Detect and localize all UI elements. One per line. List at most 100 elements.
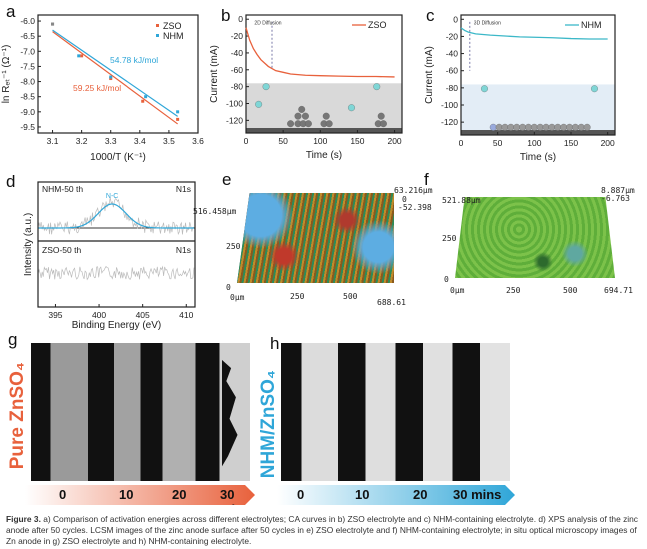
h-time-20: 20 bbox=[413, 487, 428, 502]
f-y0: 0 bbox=[444, 275, 449, 284]
g-time-10: 10 bbox=[119, 487, 134, 502]
subplot-tag-zso: N1s bbox=[176, 245, 191, 255]
zinc-deposit-sphere bbox=[560, 123, 568, 131]
zinc-ion-sphere bbox=[481, 85, 488, 93]
x-tick-label: 100 bbox=[527, 138, 541, 148]
zinc-deposit-sphere bbox=[525, 123, 532, 131]
zinc-deposit-sphere bbox=[322, 112, 330, 120]
data-point-zso bbox=[141, 99, 145, 103]
data-point-zso bbox=[80, 54, 84, 58]
legend-label-nhm: NHM bbox=[581, 20, 602, 30]
panel-label-a: a bbox=[6, 2, 16, 21]
zinc-deposit-sphere bbox=[507, 123, 515, 131]
zinc-deposit-sphere bbox=[379, 120, 387, 128]
legend-marker-zso bbox=[156, 24, 159, 27]
h-time-10: 10 bbox=[355, 487, 370, 502]
g-time-arrow: 0 10 20 30 mins bbox=[25, 485, 255, 505]
x-tick-label: 0 bbox=[244, 136, 249, 146]
e-y0: 0 bbox=[226, 283, 231, 292]
peak-label: N-C bbox=[106, 193, 118, 200]
y-tick-label: -8.0 bbox=[20, 77, 35, 87]
e-x0: 0μm bbox=[230, 293, 245, 302]
fit-line-nhm bbox=[52, 29, 178, 117]
e-z-zero: 0 bbox=[402, 195, 407, 204]
subplot-label-zso: ZSO-50 th bbox=[42, 245, 81, 255]
panel-label-e: e bbox=[222, 170, 232, 189]
y-tick-label: -40 bbox=[446, 49, 459, 59]
y-tick-label: 0 bbox=[453, 14, 458, 24]
data-point-zso bbox=[109, 77, 113, 81]
y-axis-label: Current (mA) bbox=[424, 46, 435, 104]
plot-frame bbox=[37, 14, 199, 134]
zinc-deposit-sphere bbox=[513, 123, 521, 131]
data-point-nhm bbox=[144, 95, 148, 99]
zinc-ion-sphere bbox=[348, 104, 355, 112]
x-tick-label: 3.3 bbox=[105, 136, 117, 146]
zinc-deposit-sphere bbox=[571, 123, 579, 131]
subplot-label-nhm: NHM-50 th bbox=[42, 184, 83, 194]
data-point-nhm bbox=[51, 22, 55, 26]
x-tick-label: 3.4 bbox=[134, 136, 146, 146]
caption-figure-number: Figure 3. bbox=[6, 514, 41, 524]
g-time-20: 20 bbox=[172, 487, 187, 502]
y-tick-label: -100 bbox=[441, 100, 458, 110]
f-x-max: 694.71 bbox=[604, 286, 633, 295]
zinc-deposit-sphere bbox=[325, 120, 333, 128]
diffusion-annotation: 2D Diffusion bbox=[254, 20, 281, 26]
y-tick-label: -80 bbox=[446, 83, 459, 93]
chart-b-ca-zso: 0 50 100 150 200 0 -20 -40 -60 -80 -100 -120 Time (s… bbox=[210, 14, 403, 161]
panel-label-g: g bbox=[8, 330, 18, 349]
y-tick-label: -8.5 bbox=[20, 92, 35, 102]
y-tick-label: -20 bbox=[231, 31, 244, 41]
h-time-30: 30 mins bbox=[453, 487, 502, 502]
data-point-nhm bbox=[176, 110, 180, 114]
data-point-nhm bbox=[109, 75, 113, 79]
y-axis-label: Current (mA) bbox=[210, 45, 220, 103]
y-axis-label: ln Rₑₜ⁻¹ (Ω⁻¹) bbox=[1, 45, 12, 104]
x-tick-label: 395 bbox=[48, 310, 62, 320]
panel-label-f: f bbox=[424, 170, 429, 189]
e-x-max: 688.61 bbox=[377, 298, 406, 307]
x-tick-label: 400 bbox=[92, 310, 106, 320]
x-tick-label: 0 bbox=[459, 138, 464, 148]
zinc-ion-sphere bbox=[591, 85, 598, 93]
data-point-zso bbox=[176, 117, 180, 121]
zinc-deposit-sphere bbox=[536, 123, 544, 131]
e-x500: 500 bbox=[343, 292, 358, 301]
zinc-deposit-sphere bbox=[566, 123, 573, 131]
subplot-tag-nhm: N1s bbox=[176, 184, 191, 194]
h-side-label: NHM/ZnSO₄ bbox=[258, 370, 279, 479]
zinc-deposit-sphere bbox=[577, 123, 585, 131]
panel-label-h: h bbox=[270, 334, 280, 353]
data-point-nhm bbox=[77, 54, 81, 58]
x-tick-label: 150 bbox=[350, 136, 364, 146]
h-time-0: 0 bbox=[297, 487, 305, 502]
lcsm-image-zso bbox=[237, 193, 394, 283]
chart-a-activation-energy: 3.1 3.2 3.3 3.4 3.5 3.6 -6.0 -6.5 -7.0 -7.5 -8.0 -8… bbox=[1, 14, 204, 163]
xps-raw-nhm bbox=[37, 197, 194, 235]
panel-label-b: b bbox=[221, 6, 231, 25]
x-tick-label: 100 bbox=[313, 136, 327, 146]
zinc-deposit-sphere bbox=[530, 123, 538, 131]
optical-microscopy-nhm bbox=[281, 343, 510, 481]
x-axis-label: 1000/T (K⁻¹) bbox=[90, 152, 146, 163]
x-axis-label: Time (s) bbox=[306, 150, 342, 161]
optical-microscopy-zso bbox=[31, 343, 250, 481]
zinc-deposit-sphere bbox=[548, 123, 556, 131]
x-tick-label: 3.6 bbox=[192, 136, 204, 146]
f-y-max: 521.88μm bbox=[442, 196, 481, 205]
zinc-deposit-sphere bbox=[519, 123, 527, 131]
energy-annotation-zso: 59.25 kJ/mol bbox=[73, 83, 121, 93]
chart-c-ca-nhm: 0 50 100 150 200 0 -20 -40 -60 -80 -100 -120 Time (s… bbox=[424, 14, 616, 163]
x-tick-label: 200 bbox=[387, 136, 401, 146]
y-tick-label: -60 bbox=[446, 66, 459, 76]
e-z-top: 63.216μm bbox=[394, 186, 433, 195]
zinc-deposit-sphere bbox=[495, 123, 503, 131]
e-z-bottom: -52.398 bbox=[398, 203, 432, 212]
fit-line-zso bbox=[52, 31, 178, 125]
f-x250: 250 bbox=[506, 286, 521, 295]
diffusion-annotation: 3D Diffusion bbox=[474, 20, 501, 26]
y-tick-label: -40 bbox=[231, 48, 244, 58]
e-y-mid: 250 bbox=[226, 242, 241, 251]
energy-annotation-nhm: 54.78 kJ/mol bbox=[110, 55, 158, 65]
